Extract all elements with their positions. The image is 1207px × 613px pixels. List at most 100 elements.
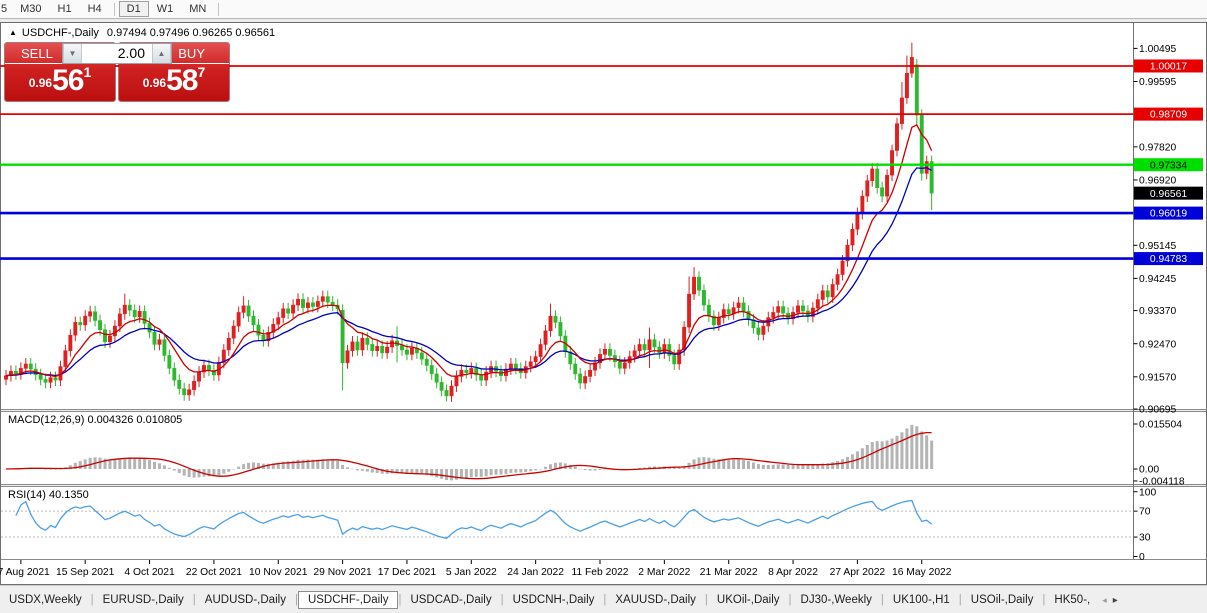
svg-text:0.90695: 0.90695 [1139,405,1176,416]
timeframe-button-5[interactable]: 5 [1,3,8,15]
svg-text:0.94783: 0.94783 [1150,254,1187,265]
tab-separator: | [880,594,884,606]
sell-price-prefix: 0.96 [28,76,53,90]
svg-text:0.97334: 0.97334 [1150,160,1187,171]
timeframe-button-MN[interactable]: MN [189,3,207,15]
svg-text:1.00017: 1.00017 [1150,62,1187,73]
svg-text:0.91570: 0.91570 [1139,372,1176,383]
symbol-tab-usdxweekly[interactable]: USDX,Weekly [9,594,82,606]
svg-text:0.00: 0.00 [1139,465,1159,476]
svg-text:10 Nov 2021: 10 Nov 2021 [249,567,308,578]
buy-price: 0.96587 [119,64,229,101]
svg-text:0: 0 [1139,552,1145,563]
svg-text:70: 70 [1139,507,1151,518]
symbol-tab-audusddaily[interactable]: AUDUSD-,Daily [204,594,286,606]
svg-text:4 Oct 2021: 4 Oct 2021 [124,567,175,578]
svg-text:0.98709: 0.98709 [1150,110,1187,121]
svg-text:16 May 2022: 16 May 2022 [892,567,952,578]
tab-separator: | [90,594,94,606]
svg-text:27 Apr 2022: 27 Apr 2022 [830,567,886,578]
svg-text:2 Mar 2022: 2 Mar 2022 [638,567,690,578]
svg-text:-0.004118: -0.004118 [1139,477,1185,488]
svg-text:0.96561: 0.96561 [1150,189,1187,200]
volume-increase-icon[interactable]: ▲ [152,44,171,63]
buy-button-label: BUY [178,46,205,61]
tab-separator: | [192,594,196,606]
svg-text:0.99595: 0.99595 [1139,77,1176,88]
svg-text:27 Aug 2021: 27 Aug 2021 [0,567,50,578]
svg-text:0.92470: 0.92470 [1139,339,1176,350]
rsi-indicator-label: RSI(14) 40.1350 [8,489,89,501]
tab-separator: | [788,594,792,606]
symbol-tab-dj30weekly[interactable]: DJ30-,Weekly [800,594,872,606]
symbol-tab-ukoildaily[interactable]: UKOil-,Daily [716,594,780,606]
svg-text:0.93370: 0.93370 [1139,306,1176,317]
chart-symbol-label: USDCHF-,Daily [21,27,99,39]
sell-button-label: SELL [21,46,53,61]
tab-separator: | [603,594,607,606]
volume-input[interactable]: 2.00 [82,44,152,63]
svg-text:30: 30 [1139,533,1151,544]
symbol-tab-hk50[interactable]: HK50-, [1054,594,1091,606]
volume-decrease-icon[interactable]: ▼ [63,44,82,63]
svg-text:5 Jan 2022: 5 Jan 2022 [446,567,497,578]
timeframe-button-H4[interactable]: H4 [87,3,102,15]
timeframe-button-M30[interactable]: M30 [20,3,42,15]
buy-price-big: 58 [166,64,198,97]
svg-text:24 Jan 2022: 24 Jan 2022 [507,567,564,578]
toolbar-separator [218,2,220,16]
rsi-value: 40.1350 [48,489,89,501]
svg-text:11 Feb 2022: 11 Feb 2022 [571,567,628,578]
svg-text:100: 100 [1139,487,1156,498]
svg-text:0.96019: 0.96019 [1150,209,1187,220]
chart-title: ▲ USDCHF-,Daily 0.97494 0.97496 0.96265 0.… [9,27,275,39]
svg-text:29 Nov 2021: 29 Nov 2021 [313,567,372,578]
tab-separator: | [398,594,402,606]
sell-button[interactable]: SELL [5,43,115,64]
timeframe-button-D1[interactable]: D1 [118,1,149,17]
volume-stepper: ▼ 2.00 ▲ [62,43,172,64]
tab-separator: | [1042,594,1046,606]
timeframe-button-W1[interactable]: W1 [156,3,174,15]
svg-text:0.97820: 0.97820 [1139,142,1176,153]
buy-price-pip: 7 [197,64,206,80]
svg-text:0.015504: 0.015504 [1139,420,1182,431]
symbol-tab-usdcaddaily[interactable]: USDCAD-,Daily [410,594,492,606]
timeframe-button-H1[interactable]: H1 [57,3,72,15]
symbol-tab-uk100h1[interactable]: UK100-,H1 [892,594,950,606]
tab-separator: | [958,594,962,606]
timeframe-toolbar: 5 M30 H1 H4 D1 W1 MN [0,0,1207,19]
rsi-name: RSI(14) [8,489,46,501]
svg-text:0.95145: 0.95145 [1139,241,1176,252]
tab-separator: | [704,594,708,606]
svg-text:8 Apr 2022: 8 Apr 2022 [768,567,818,578]
symbol-tab-xauusddaily[interactable]: XAUUSD-,Daily [615,594,696,606]
buy-button[interactable]: BUY [119,43,229,64]
sell-price: 0.96561 [5,64,115,101]
chart-ohlc-values: 0.97494 0.97496 0.96265 0.96561 [106,27,276,39]
svg-text:0.94245: 0.94245 [1139,274,1176,285]
collapse-arrow-icon[interactable]: ▲ [9,28,17,37]
macd-indicator-label: MACD(12,26,9) 0.004326 0.010805 [8,414,182,426]
svg-text:17 Dec 2021: 17 Dec 2021 [378,567,437,578]
symbol-tab-eurusddaily[interactable]: EURUSD-,Daily [102,594,184,606]
symbol-tab-usdchfdaily[interactable]: USDCHF-,Daily [297,591,399,609]
one-click-trading-panel: SELL 0.96561 BUY 0.96587 ▼ 2.00 ▲ [5,43,229,101]
symbol-tab-usoildaily[interactable]: USOil-,Daily [970,594,1034,606]
sell-price-pip: 1 [83,64,92,80]
symbol-tab-usdcnhdaily[interactable]: USDCNH-,Daily [512,594,595,606]
macd-values: 0.004326 0.010805 [87,414,183,426]
svg-text:1.00495: 1.00495 [1139,44,1176,55]
sell-price-big: 56 [52,64,84,97]
svg-text:0.96920: 0.96920 [1139,176,1176,187]
tab-separator: | [294,594,298,606]
tabs-scroll-right-icon[interactable]: ▸ [1112,594,1118,606]
symbol-tabbar: USDX,Weekly | EURUSD-,Daily | AUDUSD-,Daily |… [0,585,1207,613]
svg-text:15 Sep 2021: 15 Sep 2021 [56,567,115,578]
toolbar-separator [113,2,115,16]
svg-text:22 Oct 2021: 22 Oct 2021 [186,567,242,578]
tabs-scroll-left-icon[interactable]: ◂ [1102,594,1107,605]
buy-price-prefix: 0.96 [142,76,167,90]
